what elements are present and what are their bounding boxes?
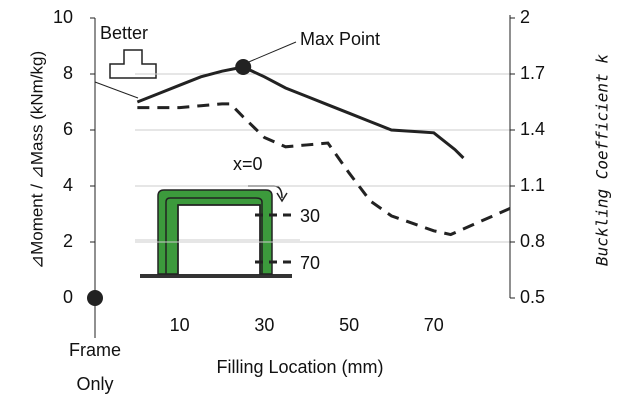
x0-label: x=0 [233,154,263,174]
inner-frame [177,204,261,274]
y-tick-label: 0 [63,287,73,307]
x-tick-label: 30 [254,315,274,335]
y2-tick-label: 0.5 [520,287,545,307]
series-line [136,65,465,160]
y2-axis-label: Buckling Coefficient k [593,54,612,266]
y2-tick-label: 1.4 [520,119,545,139]
better-leader [94,81,139,99]
y-tick-label: 6 [63,119,73,139]
y2-tick-label: 1.7 [520,63,545,83]
inset-diagram [135,185,300,278]
frame [165,197,263,274]
y2-tick-label: 1.1 [520,175,545,195]
x-tick-label: 10 [170,315,190,335]
better-arrow [109,49,157,79]
y-axis-label: ⊿Moment / ⊿Mass (kNm/kg) [27,51,46,269]
x-tick-label: 50 [339,315,359,335]
max-point-label: Max Point [300,29,380,49]
y-tick-label: 8 [63,63,73,83]
y-tick-label: 2 [63,231,73,251]
label-30: 30 [300,206,320,226]
max-point [235,59,252,75]
y-tick-label: 10 [53,7,73,27]
frame-only-point [87,290,103,306]
filling [157,189,273,275]
y-tick-label: 4 [63,175,73,195]
y2-tick-label: 2 [520,7,530,27]
label-70: 70 [300,253,320,273]
x-tick-label: 70 [424,315,444,335]
frame-only-label: Frame Only [69,340,121,394]
x0-arrowhead [276,192,288,203]
better-label: Better [100,23,148,43]
max-point-leader [243,41,297,65]
y2-tick-label: 0.8 [520,231,545,251]
x-axis-label: Filling Location (mm) [216,357,383,377]
series-line [137,102,511,237]
